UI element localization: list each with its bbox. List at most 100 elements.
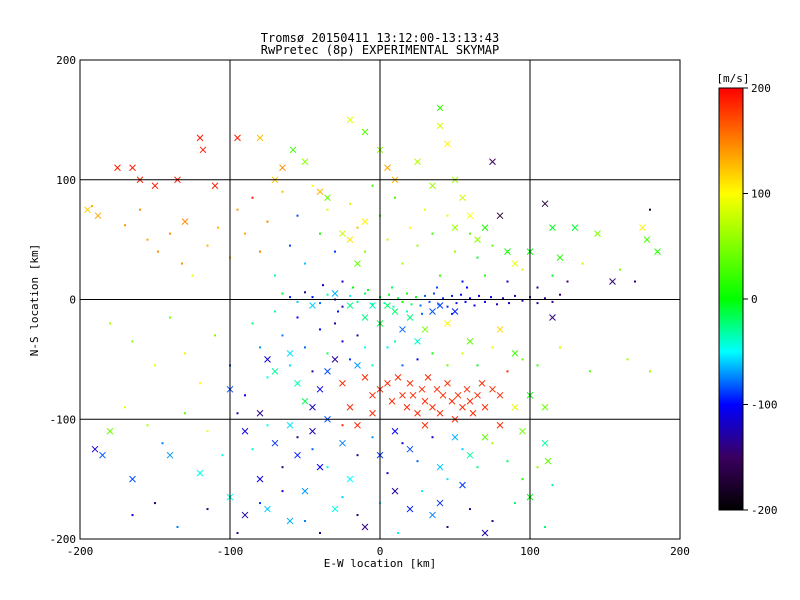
- data-point-x-152: [286, 517, 294, 525]
- data-point-x-75: [286, 350, 294, 357]
- data-point-dot-334: [356, 454, 359, 457]
- data-point-x-33: [444, 140, 451, 148]
- data-point-x-76: [294, 379, 301, 387]
- data-point-x-60: [391, 308, 399, 315]
- data-point-x-41: [496, 212, 504, 220]
- data-point-x-38: [474, 236, 481, 243]
- data-point-x-42: [504, 248, 511, 255]
- data-point-dot-260: [508, 302, 510, 305]
- y-tick-label-4: 200: [56, 54, 76, 67]
- data-point-x-138: [496, 421, 504, 429]
- data-point-dot-176: [236, 208, 239, 211]
- data-point-x-24: [346, 116, 354, 124]
- colorbar-ticks: 200 100 0 -100 -200: [743, 82, 778, 517]
- data-point-dot-288: [259, 346, 261, 349]
- data-point-dot-181: [274, 274, 276, 277]
- data-point-x-141: [544, 457, 552, 465]
- data-point-x-121: [256, 409, 264, 417]
- data-point-dot-331: [311, 448, 314, 451]
- data-point-x-159: [406, 505, 414, 513]
- data-point-dot-303: [371, 364, 374, 367]
- data-point-dot-272: [421, 312, 423, 315]
- data-point-x-98: [424, 373, 432, 381]
- y-axis-label: N-S location [km]: [28, 244, 41, 357]
- data-point-dot-325: [221, 454, 224, 457]
- data-point-dot-344: [506, 460, 509, 463]
- data-point-dot-342: [476, 466, 479, 469]
- data-point-dot-306: [401, 364, 404, 367]
- data-point-dot-179: [259, 250, 261, 253]
- data-point-dot-339: [431, 436, 434, 439]
- data-point-x-122: [271, 439, 279, 447]
- data-point-x-1: [94, 212, 102, 220]
- data-point-x-135: [451, 433, 459, 441]
- data-point-dot-173: [206, 244, 209, 247]
- data-point-dot-247: [442, 297, 444, 300]
- data-point-dot-271: [406, 310, 408, 313]
- data-point-dot-289: [266, 376, 269, 379]
- data-point-dot-177: [244, 232, 246, 235]
- data-point-dot-350: [176, 526, 179, 529]
- data-point-x-123: [286, 421, 294, 429]
- data-point-x-9: [199, 146, 207, 154]
- data-point-x-56: [346, 302, 354, 309]
- data-point-dot-316: [559, 346, 561, 349]
- data-point-dot-320: [124, 406, 126, 409]
- y-tick-label-1: -100: [50, 413, 77, 426]
- data-point-dot-270: [391, 286, 393, 289]
- data-point-x-23: [369, 302, 376, 309]
- data-point-dot-297: [326, 352, 329, 355]
- data-point-dot-296: [319, 328, 321, 331]
- data-point-dot-255: [478, 294, 480, 297]
- data-point-dot-335: [371, 436, 374, 439]
- data-point-x-147: [196, 469, 204, 477]
- colorbar-tick-label-3: -100: [751, 399, 778, 412]
- data-point-dot-358: [356, 514, 359, 517]
- data-point-dot-196: [386, 238, 389, 241]
- data-point-dot-366: [544, 526, 546, 529]
- chart-title-line2: RwPretec (8p) EXPERIMENTAL SKYMAP: [261, 43, 499, 57]
- data-point-dot-365: [514, 502, 516, 505]
- data-point-dot-322: [161, 442, 164, 445]
- data-point-x-79: [316, 385, 324, 393]
- data-point-x-128: [354, 421, 361, 429]
- colorbar-tick-label-1: 100: [751, 188, 771, 201]
- x-axis-label: E-W location [km]: [324, 557, 437, 570]
- data-point-x-150: [256, 475, 264, 483]
- data-point-x-84: [354, 362, 361, 369]
- data-point-x-89: [388, 397, 396, 405]
- data-point-dot-333: [341, 424, 344, 427]
- data-point-dot-309: [446, 364, 449, 367]
- data-point-dot-343: [491, 442, 494, 445]
- data-point-dot-237: [397, 297, 399, 300]
- data-point-x-118: [541, 403, 549, 411]
- data-point-x-15: [289, 146, 297, 154]
- data-point-dot-261: [514, 294, 516, 297]
- data-point-dot-265: [544, 297, 546, 300]
- data-point-x-64: [421, 326, 429, 333]
- data-point-dot-315: [536, 364, 539, 367]
- data-point-dot-292: [289, 364, 291, 367]
- data-point-dot-329: [281, 466, 284, 469]
- data-point-x-113: [481, 403, 489, 411]
- data-point-x-149: [241, 511, 249, 519]
- data-point-dot-238: [401, 300, 404, 303]
- data-point-x-62: [406, 314, 414, 321]
- data-point-dot-219: [649, 208, 651, 211]
- data-point-x-161: [436, 499, 444, 507]
- x-tick-label-1: -100: [217, 545, 244, 558]
- data-point-dot-188: [326, 208, 329, 211]
- data-point-dot-243: [424, 294, 426, 297]
- data-point-dot-267: [559, 293, 561, 296]
- data-point-x-43: [511, 260, 519, 267]
- colorbar-tick-label-2: 0: [751, 293, 758, 306]
- data-point-dot-347: [551, 484, 554, 487]
- data-point-x-5: [151, 182, 159, 190]
- data-point-x-25: [361, 128, 369, 136]
- data-point-x-49: [594, 230, 601, 237]
- data-point-dot-345: [521, 478, 524, 481]
- data-point-dot-185: [304, 262, 306, 265]
- data-point-dot-274: [436, 286, 438, 289]
- data-point-dot-302: [364, 346, 366, 349]
- data-point-x-140: [541, 439, 549, 447]
